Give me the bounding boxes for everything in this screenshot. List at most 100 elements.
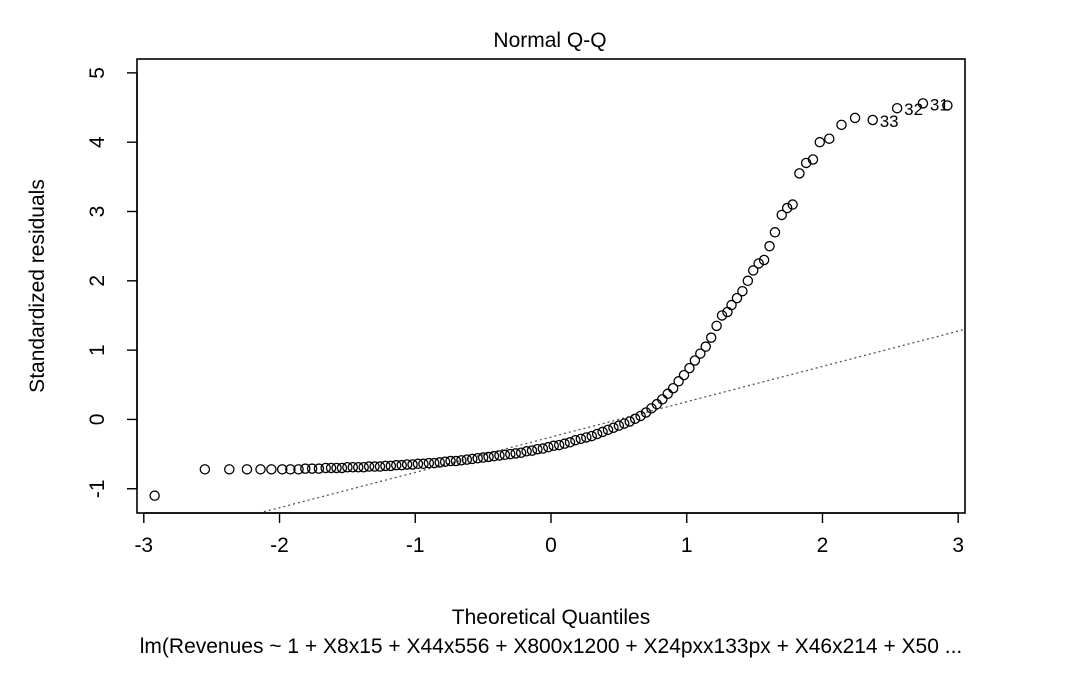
residual-point	[662, 388, 673, 400]
residual-point	[635, 410, 646, 422]
residual-point	[553, 439, 565, 451]
x-tick-label: -2	[270, 534, 289, 557]
residual-point	[673, 376, 684, 387]
y-tick-label: 0	[86, 414, 109, 426]
residual-point	[700, 341, 711, 352]
residual-point	[342, 462, 353, 473]
outlier-label: 31	[930, 95, 949, 114]
residual-point	[737, 285, 748, 297]
residual-point	[293, 464, 304, 475]
residual-point	[285, 464, 296, 475]
residual-point	[391, 459, 402, 471]
residual-point	[467, 453, 478, 465]
residual-point	[758, 254, 770, 266]
residual-point	[942, 100, 953, 111]
residual-point	[526, 445, 538, 456]
residual-point	[347, 462, 359, 473]
y-tick-label: 4	[86, 136, 109, 148]
residual-point	[255, 464, 266, 475]
residual-point	[570, 434, 581, 446]
residual-point	[429, 457, 440, 469]
y-axis-label: Standardized residuals	[26, 179, 49, 393]
residual-point	[306, 463, 318, 474]
residual-point	[753, 258, 764, 269]
residual-point	[716, 310, 728, 321]
residual-point	[867, 114, 878, 126]
residual-point	[353, 462, 364, 473]
residual-point	[224, 464, 235, 475]
residual-point	[548, 440, 559, 452]
residual-point	[591, 428, 603, 440]
residual-point	[602, 424, 614, 436]
x-tick-label: 0	[545, 534, 557, 557]
residual-point	[814, 136, 826, 148]
residual-point	[276, 464, 288, 475]
residual-point	[401, 459, 413, 470]
y-axis: -1 0 1 2 3 4 5	[86, 67, 138, 498]
residual-point	[418, 458, 429, 470]
x-tick-label: 2	[817, 534, 829, 557]
plot-area: 33 32 31	[149, 95, 966, 514]
residual-point	[515, 447, 527, 458]
residual-point	[711, 320, 722, 332]
residual-point	[781, 202, 793, 214]
residual-point	[695, 348, 706, 359]
residual-point	[494, 450, 505, 461]
residual-point	[412, 458, 424, 470]
residual-point	[149, 490, 160, 501]
residual-point	[199, 464, 211, 475]
residual-point	[836, 119, 847, 131]
y-tick-label: 5	[86, 67, 109, 79]
x-tick-label: 1	[681, 534, 693, 557]
residual-point	[499, 449, 511, 461]
residual-point	[266, 464, 277, 475]
residual-point	[742, 275, 754, 287]
residual-point	[800, 157, 812, 169]
residual-point	[543, 441, 554, 453]
residual-point	[456, 455, 467, 466]
qq-reference-line	[259, 328, 966, 514]
residual-point	[581, 432, 592, 443]
residual-point	[657, 394, 668, 405]
residual-point	[678, 369, 690, 381]
residual-point	[488, 450, 500, 462]
residual-point	[747, 265, 759, 276]
residual-point	[764, 240, 775, 252]
residual-point	[575, 433, 587, 445]
residual-point	[776, 209, 788, 221]
residual-point	[624, 416, 635, 427]
residual-point	[472, 452, 483, 464]
residual-point	[684, 362, 695, 374]
y-tick-label: 1	[86, 344, 109, 356]
y-tick-label: 2	[86, 275, 109, 287]
residual-point	[358, 462, 369, 473]
residual-point	[380, 460, 391, 472]
residual-point	[320, 462, 331, 474]
x-tick-label: 3	[952, 534, 964, 557]
residual-point	[667, 382, 679, 394]
outlier-label: 33	[880, 112, 899, 131]
residual-point	[483, 451, 494, 463]
residual-point	[445, 455, 456, 467]
residual-point	[564, 437, 576, 448]
residual-point	[325, 462, 337, 474]
residual-point	[619, 418, 630, 429]
x-axis: -3 -2 -1 0 1 2 3	[134, 512, 964, 557]
residual-point	[300, 463, 311, 474]
residual-point	[521, 446, 532, 457]
residual-point	[769, 227, 781, 238]
residual-point	[363, 461, 375, 472]
residual-point	[331, 462, 342, 474]
residual-point	[849, 112, 861, 124]
residual-point	[532, 443, 543, 455]
residual-point	[689, 355, 701, 366]
residual-point	[369, 461, 380, 472]
residual-point	[374, 461, 386, 472]
residual-point	[824, 133, 835, 144]
residual-point	[407, 459, 418, 470]
residual-point	[787, 199, 798, 210]
residual-point	[917, 98, 929, 109]
residual-point	[423, 457, 435, 469]
residual-point	[396, 459, 407, 471]
